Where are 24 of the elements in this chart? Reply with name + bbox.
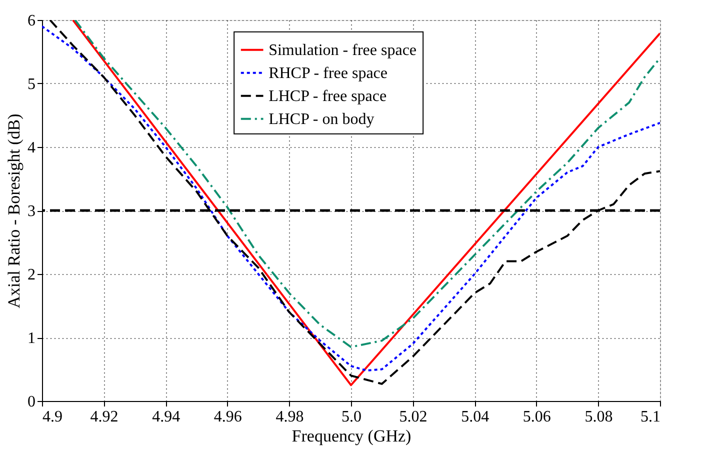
y-axis-title: Axial Ratio - Boresight (dB) bbox=[4, 114, 24, 308]
x-tick-label: 5.04 bbox=[461, 408, 490, 426]
y-tick-label: 5 bbox=[28, 76, 36, 93]
x-tick-label: 4.96 bbox=[214, 408, 242, 426]
legend-label: RHCP - free space bbox=[268, 64, 388, 82]
y-tick-label: 6 bbox=[28, 12, 36, 30]
x-tick-label: 4.9 bbox=[42, 408, 62, 426]
x-tick-label: 4.94 bbox=[152, 408, 180, 426]
legend-label: LHCP - on body bbox=[268, 110, 374, 128]
x-tick-label: 5.02 bbox=[399, 408, 428, 426]
y-tick-label: 4 bbox=[28, 140, 36, 156]
x-axis-title: Frequency (GHz) bbox=[292, 426, 412, 446]
y-tick-label: 3 bbox=[28, 203, 36, 220]
x-tick-label: 5.1 bbox=[640, 408, 660, 426]
x-tick-label: 5.08 bbox=[584, 408, 613, 426]
legend-label: LHCP - free space bbox=[268, 88, 387, 105]
y-tick-label: 2 bbox=[28, 266, 36, 284]
x-tick-label: 5.0 bbox=[342, 408, 362, 426]
x-tick-label: 5.06 bbox=[522, 408, 551, 426]
x-tick-label: 4.92 bbox=[90, 408, 118, 426]
legend-label: Simulation - free space bbox=[268, 42, 417, 59]
y-tick-label: 0 bbox=[28, 394, 36, 410]
x-tick-label: 4.98 bbox=[276, 408, 304, 426]
y-tick-label: 1 bbox=[28, 330, 36, 347]
